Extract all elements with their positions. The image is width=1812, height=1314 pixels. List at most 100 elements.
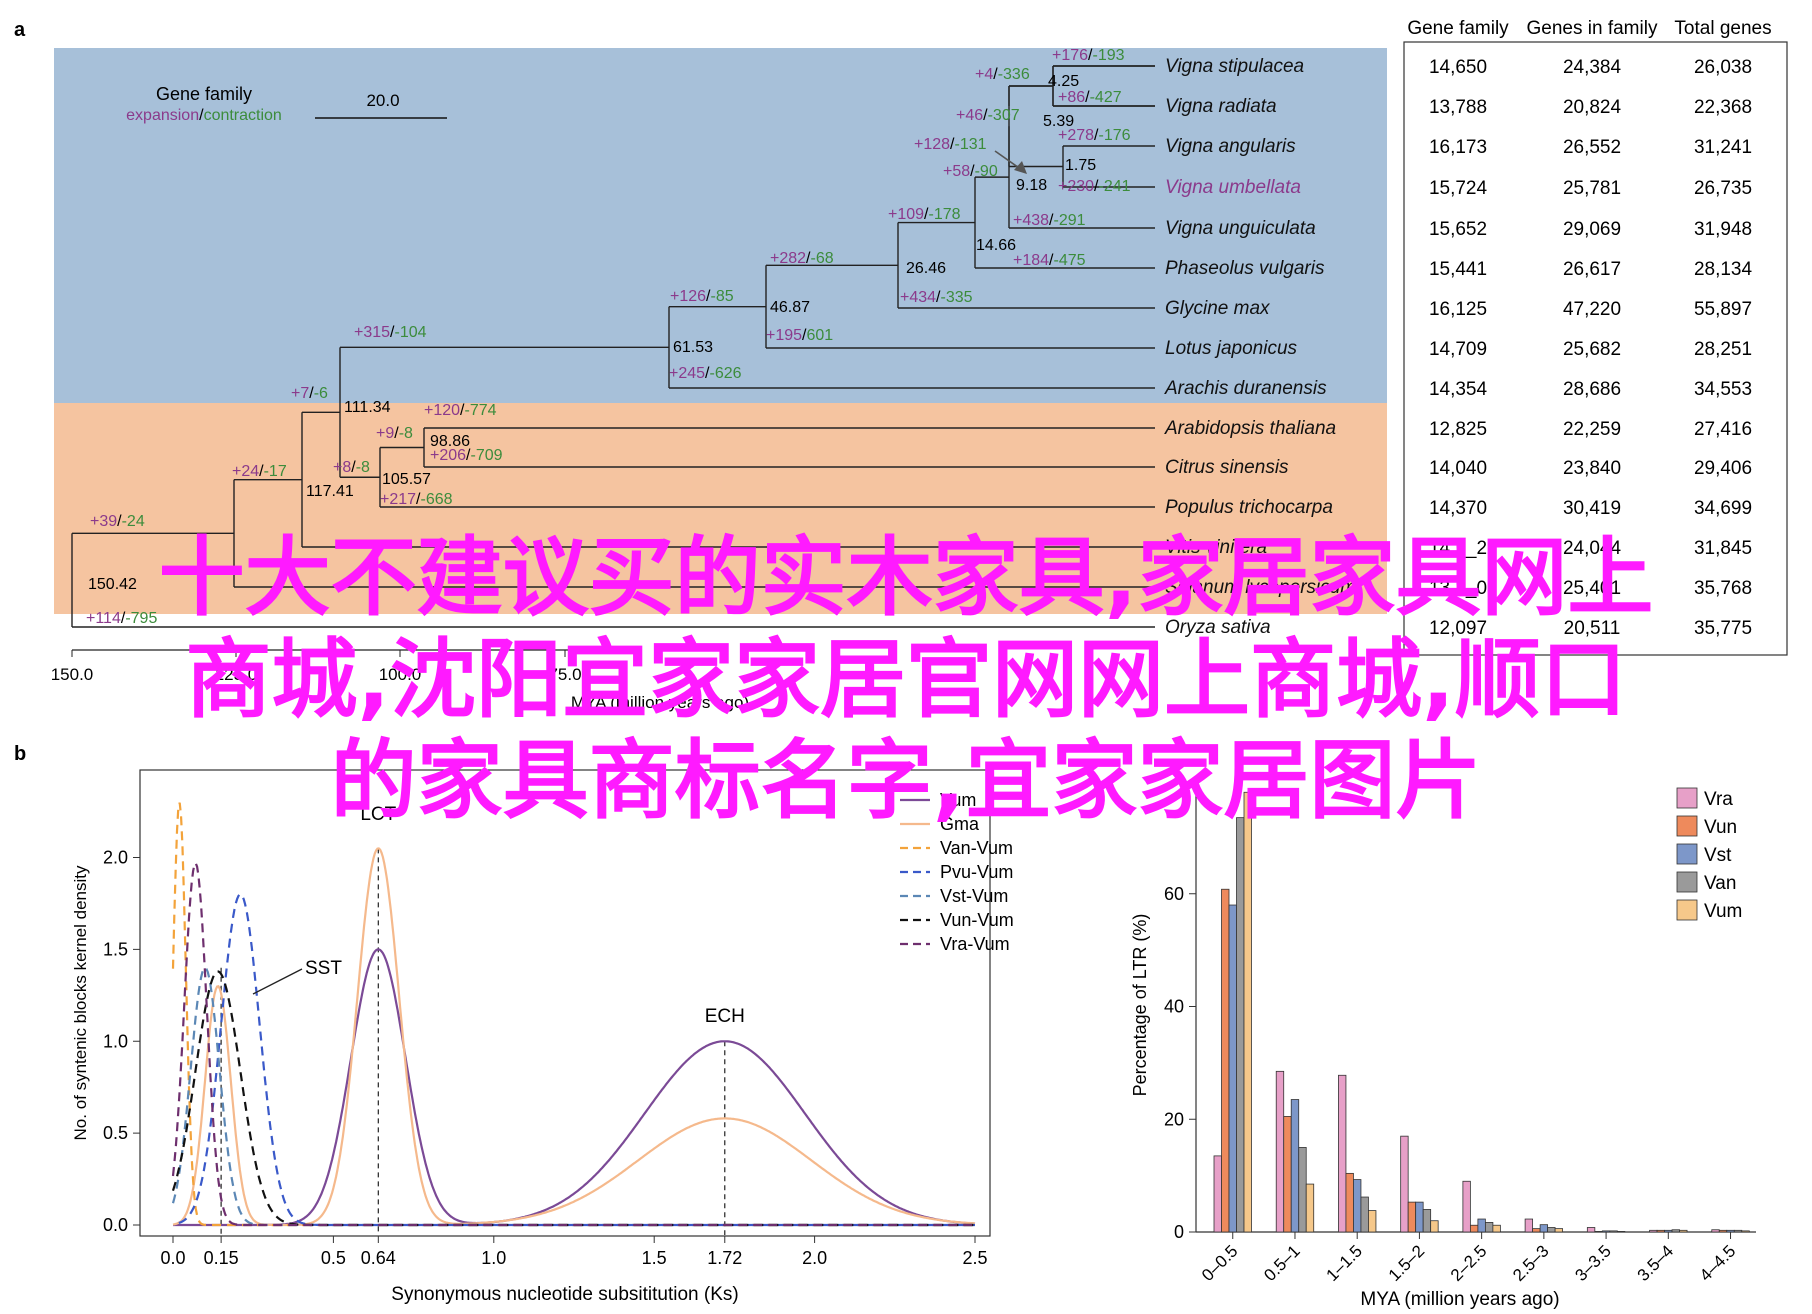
contraction-count: -176	[1099, 127, 1131, 144]
branch-change-label: +128/-131	[914, 136, 987, 153]
branch-change-label: +4/-336	[975, 66, 1030, 83]
bar-vst	[1290, 1099, 1300, 1233]
contraction-count: 601	[807, 327, 834, 344]
contraction-count: -24	[122, 513, 145, 530]
table-cell: 20,511	[1564, 618, 1621, 639]
change-separator: /	[259, 463, 264, 480]
branch-change-label: +39/-24	[90, 513, 145, 530]
change-separator: /	[1049, 252, 1054, 269]
bar-vun	[1656, 1229, 1665, 1233]
table-cell: 31,241	[1694, 137, 1752, 158]
table-cell: 22,368	[1694, 97, 1752, 118]
legend-swatch	[1676, 871, 1698, 893]
bar-vra	[1338, 1074, 1347, 1233]
change-separator: /	[1094, 127, 1099, 144]
contraction-count: -668	[421, 491, 453, 508]
contraction-count: -335	[941, 289, 973, 306]
bar-van	[1360, 1196, 1369, 1233]
bar-vra	[1400, 1135, 1409, 1233]
table-cell: 28,134	[1694, 259, 1753, 280]
branch-change-label: +58/-90	[943, 163, 998, 180]
table-cell: 13,8_0	[1429, 578, 1487, 599]
table-cell: 29,406	[1694, 458, 1752, 479]
contraction-count: -241	[1099, 178, 1131, 195]
bar-vst	[1539, 1224, 1549, 1233]
expansion-count: +120	[424, 402, 460, 419]
change-separator: /	[936, 289, 941, 306]
table-cell: 30,419	[1563, 498, 1621, 519]
table-cell: 55,897	[1694, 299, 1752, 320]
branch-change-label: +282/-68	[770, 250, 834, 267]
node-age-label: 117.41	[306, 483, 354, 500]
expansion-count: +434	[900, 289, 936, 306]
bar-vum	[1430, 1220, 1439, 1233]
bar-vra	[1586, 1227, 1596, 1233]
change-separator: /	[309, 385, 314, 402]
expansion-count: +176	[1052, 47, 1088, 64]
change-separator: /	[1049, 212, 1054, 229]
species-label: Vigna unguiculata	[1165, 218, 1316, 239]
species-label: Vigna umbellata	[1165, 177, 1301, 198]
bar-vum	[1616, 1231, 1626, 1233]
time-axis-tick-label: 150.0	[51, 665, 94, 684]
legend-separator: /	[199, 107, 204, 124]
y-tick-label: 0.0	[103, 1215, 128, 1235]
species-label: Phaseolus vulgaris	[1165, 258, 1325, 279]
x-tick-label: 0.5–1	[1260, 1241, 1304, 1285]
expansion-count: +114	[86, 610, 121, 627]
legend-contraction: contraction	[204, 107, 282, 124]
node-age-label: 26.46	[906, 260, 946, 277]
table-cell: 15,441	[1429, 259, 1487, 280]
legend-label: Van-Vum	[940, 838, 1013, 858]
node-age-label: 14.66	[976, 237, 1016, 254]
table-cell: 25,781	[1563, 178, 1621, 199]
change-separator: /	[806, 250, 811, 267]
x-tick-label: 1.72	[707, 1248, 742, 1268]
node-age-label: 61.53	[673, 339, 713, 356]
expansion-count: +230	[1058, 178, 1094, 195]
contraction-count: -85	[711, 288, 734, 305]
change-separator: /	[460, 402, 465, 419]
species-label: Vigna radiata	[1165, 96, 1277, 117]
species-label: Citrus sinensis	[1165, 457, 1289, 478]
clade-background-legumes	[54, 48, 1387, 403]
species-label: Glycine max	[1165, 298, 1271, 319]
expansion-count: +245	[669, 365, 705, 382]
density-curve-vra-vum	[171, 860, 975, 1227]
bar-van	[1298, 1147, 1307, 1233]
node-age-label: 150.42	[88, 576, 137, 593]
gene-count-table: Gene family Genes in family Total genes 14,…	[1403, 18, 1788, 656]
contraction-count: -6	[314, 385, 328, 402]
density-curve-vun-vum	[171, 970, 975, 1227]
table-cell: 26,735	[1694, 178, 1752, 199]
change-separator: /	[466, 447, 471, 464]
species-label: Arachis duranensis	[1164, 378, 1327, 399]
contraction-count: -68	[811, 250, 834, 267]
change-separator: /	[394, 425, 399, 442]
branch-change-label: +184/-475	[1013, 252, 1086, 269]
bar-vst	[1353, 1179, 1362, 1233]
change-separator: /	[924, 206, 929, 223]
branch-change-label: +24/-17	[232, 463, 287, 480]
x-tick-label: 1–1.5	[1323, 1241, 1367, 1285]
annotation-label: ECH	[705, 1006, 745, 1027]
species-label: Oryza sativa	[1165, 617, 1271, 638]
table-cell: 26,617	[1563, 259, 1621, 280]
table-column-header: Gene family	[1407, 18, 1509, 39]
node-age-label: 111.34	[344, 399, 391, 416]
species-label: Solanum lycopersicum	[1165, 577, 1356, 598]
table-cell: 28,686	[1563, 379, 1621, 400]
species-label: Populus trichocarpa	[1165, 497, 1333, 518]
legend-swatch	[1676, 815, 1698, 837]
legend-label: Vst	[1704, 845, 1732, 866]
bar-vun	[1532, 1228, 1541, 1233]
bar-van	[1609, 1230, 1618, 1233]
expansion-count: +46	[956, 107, 983, 124]
contraction-count: -8	[356, 459, 370, 476]
branch-change-label: +206/-709	[430, 447, 503, 464]
table-cell: 12,825	[1429, 419, 1487, 440]
expansion-count: +206	[430, 447, 466, 464]
expansion-count: +8	[333, 459, 351, 476]
bar-vum	[1368, 1210, 1377, 1233]
bar-vum	[1492, 1224, 1501, 1233]
